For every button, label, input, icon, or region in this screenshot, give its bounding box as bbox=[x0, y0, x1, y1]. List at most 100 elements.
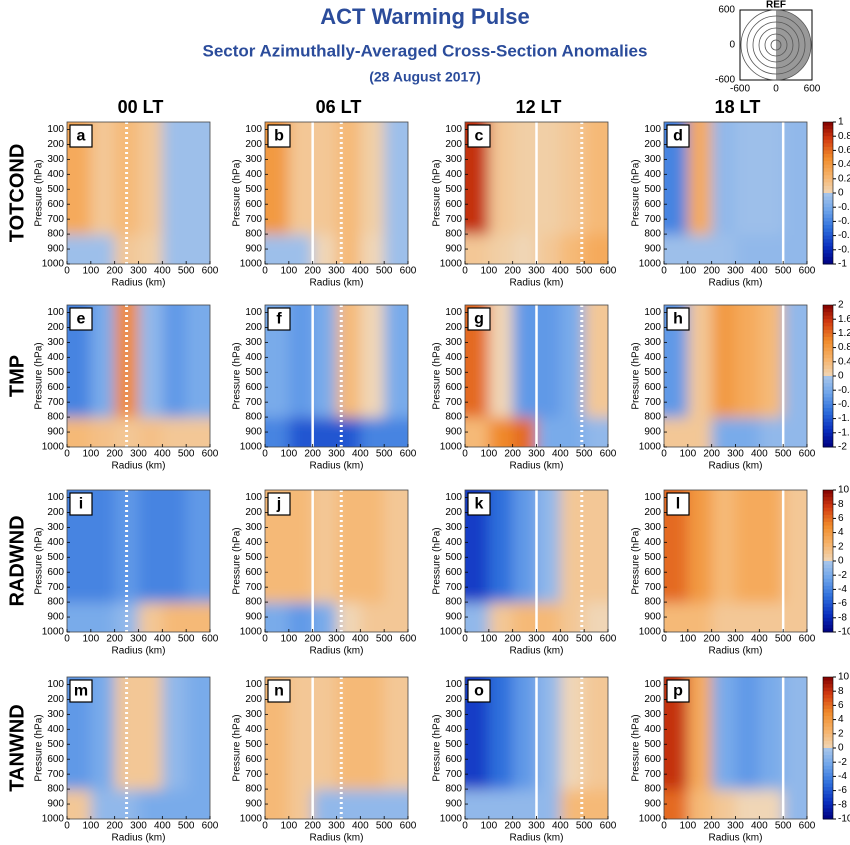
field-cell bbox=[512, 677, 537, 790]
colorbar-step bbox=[823, 122, 833, 127]
colorbar-step bbox=[823, 801, 833, 806]
colorbar-step bbox=[823, 404, 833, 409]
x-tick-label: 400 bbox=[552, 266, 569, 277]
colorbar-step bbox=[823, 589, 833, 594]
field-cell bbox=[312, 122, 337, 235]
colorbar-step bbox=[823, 386, 833, 391]
field bbox=[265, 122, 408, 264]
y-tick-label: 700 bbox=[445, 582, 462, 593]
colorbar-step bbox=[823, 400, 833, 405]
inset-x-tick: -600 bbox=[730, 84, 750, 95]
y-tick-label: 400 bbox=[47, 169, 64, 180]
y-tick-label: 500 bbox=[445, 184, 462, 195]
panel: 0 100 200 300 400 500 600 100 200 300 400 500 600 700… bbox=[432, 304, 617, 472]
field-cell bbox=[90, 305, 116, 418]
y-tick-label: 900 bbox=[445, 799, 462, 810]
row-label: TOTCOND bbox=[6, 144, 28, 243]
y-tick-label: 400 bbox=[245, 537, 262, 548]
x-tick-label: 0 bbox=[262, 449, 268, 460]
colorbar-step bbox=[823, 305, 833, 310]
field-cell bbox=[512, 305, 537, 418]
colorbar-step bbox=[823, 723, 833, 728]
panel: 0 100 200 300 400 500 600 100 200 300 400 500 600 700… bbox=[34, 304, 219, 472]
panel-letter-box bbox=[666, 124, 690, 148]
y-axis-label: Pressure (hPa) bbox=[432, 159, 443, 226]
y-tick-label: 200 bbox=[644, 507, 661, 518]
y-tick-label: 800 bbox=[245, 597, 262, 608]
field-clip bbox=[664, 122, 807, 264]
colorbar-step bbox=[823, 568, 833, 573]
x-tick-label: 0 bbox=[64, 821, 70, 832]
y-tick-label: 300 bbox=[47, 337, 64, 348]
colorbar-step bbox=[823, 712, 833, 717]
x-tick-label: 100 bbox=[679, 449, 696, 460]
colorbar-step bbox=[823, 698, 833, 703]
colorbar-step bbox=[823, 256, 833, 261]
y-tick-label: 500 bbox=[445, 367, 462, 378]
y-axis-label: Pressure (hPa) bbox=[432, 527, 443, 594]
y-tick-label: 800 bbox=[644, 412, 661, 423]
subtitle: Sector Azimuthally-Averaged Cross-Sectio… bbox=[203, 41, 648, 60]
panel: 0 100 200 300 400 500 600 100 200 300 400 500 600 700… bbox=[232, 121, 417, 289]
x-tick-label: 100 bbox=[280, 449, 297, 460]
y-tick-label: 600 bbox=[445, 382, 462, 393]
field-cell bbox=[90, 677, 116, 790]
field-cell bbox=[711, 677, 736, 790]
field-cell bbox=[735, 490, 760, 603]
x-tick-label: 400 bbox=[751, 821, 768, 832]
colorbar-step bbox=[823, 543, 833, 548]
field-cell bbox=[312, 305, 337, 418]
y-tick-label: 900 bbox=[445, 427, 462, 438]
y-tick-label: 100 bbox=[245, 307, 262, 318]
colorbar-tick-label: -0.8 bbox=[838, 244, 850, 255]
x-tick-label: 600 bbox=[600, 449, 617, 460]
field-clip bbox=[664, 490, 807, 632]
field-cell bbox=[560, 305, 585, 418]
colorbar-step bbox=[823, 748, 833, 753]
y-tick-label: 200 bbox=[47, 507, 64, 518]
colorbar-step bbox=[823, 221, 833, 226]
y-tick-label: 700 bbox=[47, 214, 64, 225]
y-tick-label: 800 bbox=[47, 229, 64, 240]
y-tick-label: 1000 bbox=[440, 627, 463, 638]
x-tick-label: 600 bbox=[400, 634, 417, 645]
x-tick-label: 200 bbox=[106, 634, 123, 645]
x-tick-label: 500 bbox=[775, 266, 792, 277]
y-tick-label: 300 bbox=[245, 154, 262, 165]
x-tick-label: 400 bbox=[154, 634, 171, 645]
x-tick-label: 600 bbox=[202, 821, 219, 832]
field-clip bbox=[67, 490, 210, 632]
inset-sector bbox=[776, 10, 811, 80]
colorbar-step bbox=[823, 684, 833, 689]
panel-letter-box bbox=[267, 492, 291, 516]
y-tick-label: 900 bbox=[644, 244, 661, 255]
y-tick-label: 500 bbox=[245, 552, 262, 563]
y-tick-label: 600 bbox=[445, 567, 462, 578]
y-tick-label: 300 bbox=[445, 337, 462, 348]
colorbar-tick-label: 0.2 bbox=[838, 173, 850, 184]
x-tick-label: 500 bbox=[178, 821, 195, 832]
panel: 0 100 200 300 400 500 600 100 200 300 400 500 600 700… bbox=[232, 304, 417, 472]
colorbar-step bbox=[823, 525, 833, 530]
x-axis-label: Radius (km) bbox=[310, 461, 364, 472]
colorbar-tick-label: 0 bbox=[838, 743, 844, 754]
y-tick-label: 900 bbox=[245, 799, 262, 810]
inset: REF 600 0 -600 -600 0 600 bbox=[715, 0, 821, 95]
y-tick-label: 700 bbox=[245, 582, 262, 593]
y-tick-label: 600 bbox=[47, 754, 64, 765]
field-cell bbox=[360, 490, 385, 603]
field-cell bbox=[488, 677, 514, 790]
colorbar-tick-label: 6 bbox=[838, 513, 844, 524]
field-clip bbox=[67, 122, 210, 264]
colorbar-step bbox=[823, 585, 833, 590]
y-tick-label: 600 bbox=[245, 199, 262, 210]
field-cell bbox=[759, 305, 784, 418]
field-cell bbox=[687, 122, 713, 235]
x-tick-label: 400 bbox=[751, 449, 768, 460]
field-cell bbox=[162, 122, 187, 235]
row-label: TANWND bbox=[6, 704, 28, 791]
panel-letter-box bbox=[467, 307, 491, 331]
y-tick-label: 900 bbox=[644, 799, 661, 810]
field-cell bbox=[360, 677, 385, 790]
field-cell bbox=[735, 305, 760, 418]
